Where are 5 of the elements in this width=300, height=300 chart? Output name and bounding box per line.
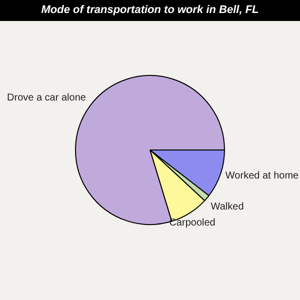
- slice-label: Walked: [210, 201, 244, 212]
- slice-label: Worked at home: [225, 170, 300, 182]
- chart-title: Mode of transportation to work in Bell, FL: [41, 4, 260, 16]
- slice-label: Drove a car alone: [7, 92, 86, 104]
- slice-label: Carpooled: [169, 217, 216, 228]
